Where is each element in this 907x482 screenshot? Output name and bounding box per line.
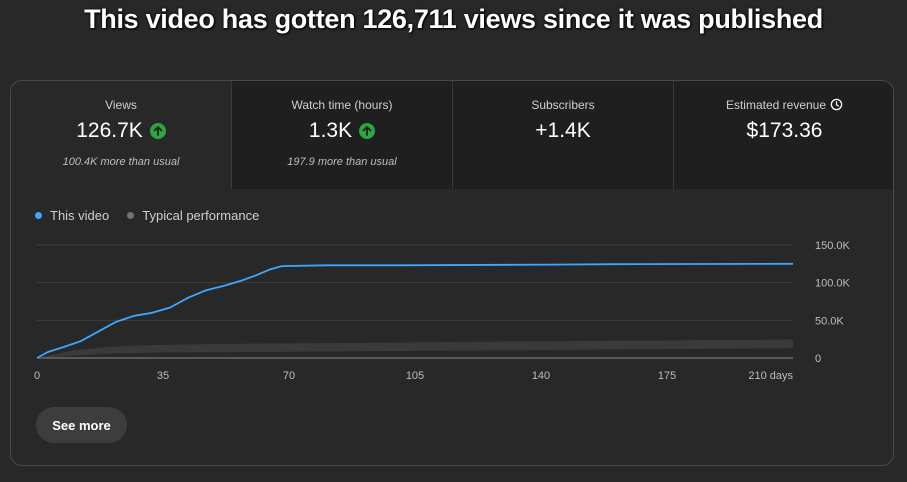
metric-label: Watch time (hours) xyxy=(291,98,393,112)
metric-label: Views xyxy=(105,98,137,112)
x-tick-label: 0 xyxy=(34,370,40,382)
y-tick-label: 0 xyxy=(815,353,821,365)
x-tick-label: 175 xyxy=(658,370,676,382)
legend-dot xyxy=(127,212,135,219)
metric-tab-subscribers[interactable]: Subscribers +1.4K xyxy=(453,81,674,189)
typical-performance-band xyxy=(37,339,793,358)
metric-value: 1.3K xyxy=(308,119,353,142)
metric-tab-revenue[interactable]: Estimated revenue $173.36 xyxy=(674,81,893,189)
y-tick-label: 150.0K xyxy=(815,240,851,252)
metric-value: +1.4K xyxy=(535,119,591,142)
metric-comparison: 197.9 more than usual xyxy=(287,156,397,168)
chart-legend: This video Typical performance xyxy=(35,208,259,223)
metrics-row: Views 126.7K 100.4K more than usual Watc… xyxy=(11,81,893,189)
see-more-button[interactable]: See more xyxy=(36,407,127,443)
legend-item-typical[interactable]: Typical performance xyxy=(127,208,259,223)
metric-value: 126.7K xyxy=(76,119,143,142)
y-tick-label: 100.0K xyxy=(815,278,851,290)
x-tick-label: 210 days xyxy=(748,370,793,382)
metric-label: Estimated revenue xyxy=(674,98,893,114)
legend-dot xyxy=(35,212,42,219)
metric-label-text: Estimated revenue xyxy=(725,98,827,112)
views-chart[interactable]: 150.0K 100.0K 50.0K 0 0 35 70 105 140 175 210 days xyxy=(11,231,894,391)
page-headline: This video has gotten 126,711 views sinc… xyxy=(84,4,823,34)
legend-label: This video xyxy=(50,208,110,223)
metric-label: Subscribers xyxy=(531,98,595,112)
metric-tab-watch-time[interactable]: Watch time (hours) 1.3K 197.9 more than … xyxy=(232,81,453,189)
legend-item-this-video[interactable]: This video xyxy=(35,208,109,223)
metric-comparison: 100.4K more than usual xyxy=(62,156,180,168)
y-tick-label: 50.0K xyxy=(815,315,844,327)
this-video-series-line xyxy=(36,262,794,359)
trend-up-icon xyxy=(149,123,166,139)
metric-value: $173.36 xyxy=(746,119,823,142)
x-tick-label: 70 xyxy=(283,370,295,382)
clock-icon[interactable] xyxy=(830,98,843,114)
trend-up-icon xyxy=(359,123,376,139)
x-tick-label: 140 xyxy=(532,370,550,382)
metric-tab-views[interactable]: Views 126.7K 100.4K more than usual xyxy=(11,81,232,189)
x-tick-label: 105 xyxy=(406,370,424,382)
x-tick-label: 35 xyxy=(157,370,169,382)
analytics-card: Views 126.7K 100.4K more than usual Watc… xyxy=(10,80,894,466)
legend-label: Typical performance xyxy=(142,208,260,223)
